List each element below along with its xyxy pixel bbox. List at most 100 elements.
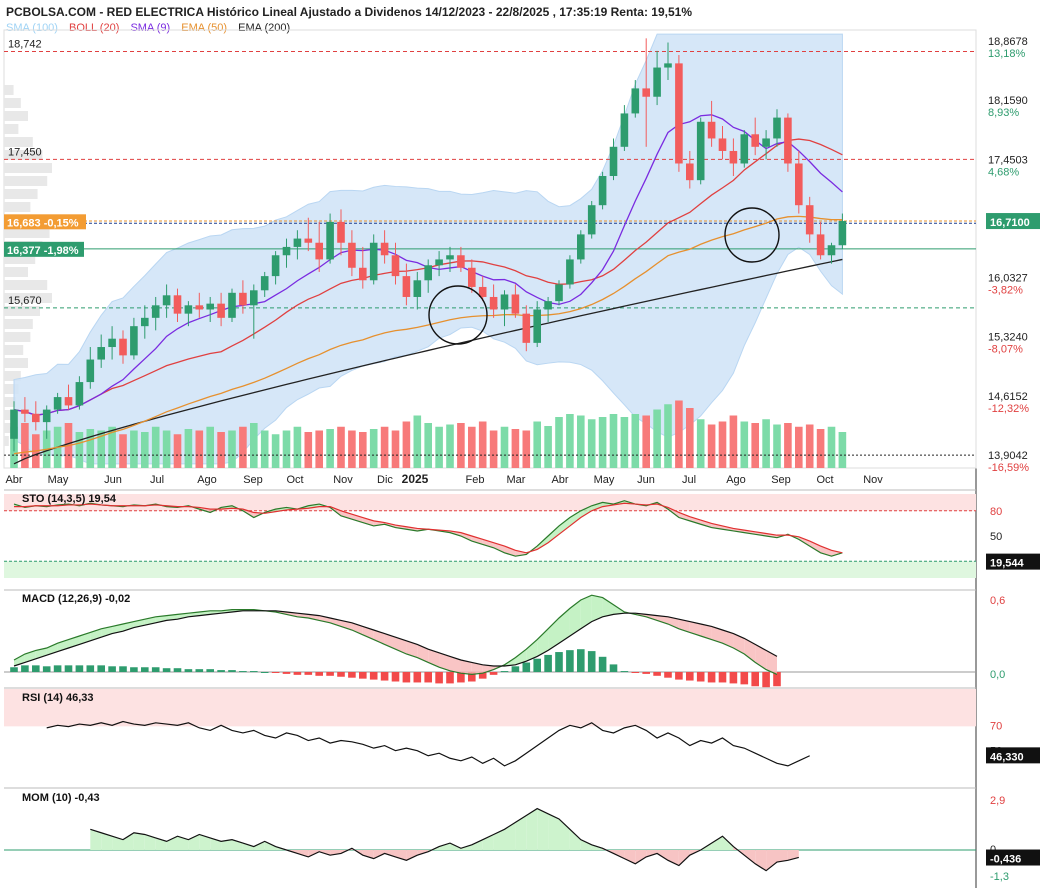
mom-fill (668, 850, 679, 866)
sto-fill (569, 510, 581, 526)
volume-bar (380, 426, 389, 468)
month-label: Oct (816, 474, 833, 486)
volume-profile-bar (4, 319, 33, 329)
candle-body (740, 134, 749, 164)
macd-histogram-bar (32, 665, 40, 672)
mom-fill (613, 850, 625, 859)
sto-oversold-zone (4, 561, 976, 578)
candle-body (696, 121, 705, 181)
legend-ema50[interactable]: EMA (50) (181, 22, 228, 34)
sto-fill (733, 528, 745, 533)
macd-histogram-bar (446, 672, 454, 684)
macd-histogram-bar (348, 672, 356, 678)
macd-histogram-bar (64, 665, 73, 672)
month-label: Ago (726, 474, 746, 486)
candle-body (119, 338, 127, 356)
candle-body (10, 409, 18, 439)
month-label: Mar (507, 474, 526, 486)
volume-bar (631, 414, 640, 468)
candle-body (250, 290, 258, 306)
mom-fill (559, 818, 570, 850)
volume-bar (282, 430, 291, 468)
axis-pct-label: 8,93% (988, 107, 1019, 119)
sto-fill (744, 530, 756, 535)
volume-profile-bar (4, 85, 14, 95)
candle-body (271, 255, 280, 277)
sto-fill (406, 526, 418, 531)
sto-fill (351, 514, 363, 523)
candle-body (664, 63, 672, 68)
mom-fill (221, 839, 232, 850)
volume-profile-bar (4, 124, 19, 134)
macd-fill (548, 618, 559, 651)
macd-histogram-bar (239, 671, 247, 673)
volume-bar (228, 430, 236, 468)
month-label: Abr (551, 474, 568, 486)
macd-histogram-bar (718, 672, 727, 683)
volume-bar (500, 426, 509, 468)
sto-fill (504, 546, 516, 557)
volume-bar (119, 434, 127, 468)
macd-fill (559, 608, 570, 644)
macd-fill (602, 597, 614, 617)
mom-fill (548, 813, 559, 850)
sto-fill (678, 512, 690, 521)
mom-fill (199, 834, 211, 850)
legend-sma9[interactable]: SMA (9) (130, 22, 171, 34)
month-label: Ago (197, 474, 217, 486)
volume-bar (544, 426, 552, 468)
volume-profile-bar (4, 384, 19, 394)
ema50-line (13, 215, 843, 455)
volume-bar (348, 430, 356, 468)
volume-profile-bar (4, 397, 16, 407)
macd-fill (689, 621, 701, 636)
volume-bar (446, 424, 454, 468)
macd-histogram-bar (653, 672, 661, 676)
candle-body (609, 146, 618, 176)
candle-body (784, 117, 792, 164)
candle-body (598, 176, 607, 206)
candle-body (348, 242, 356, 268)
volume-bar (337, 426, 345, 468)
mom-fill (635, 850, 647, 864)
price-level-label: 17,450 (8, 146, 42, 158)
candle-body (228, 292, 236, 318)
axis-price-label: 18,8678 (988, 36, 1028, 48)
macd-histogram-bar (468, 672, 476, 682)
candle-body (653, 67, 661, 97)
volume-bar (21, 423, 29, 468)
mom-fill (722, 836, 734, 850)
volume-bar (151, 426, 160, 468)
candle-body (359, 267, 367, 281)
month-label: Sep (243, 474, 263, 486)
mom-fill (580, 839, 592, 850)
macd-label: MACD (12,26,9) -0,02 (22, 593, 130, 605)
mom-axis-bottom: -1,3 (990, 871, 1009, 883)
volume-bar (391, 430, 400, 468)
volume-bar (686, 408, 694, 468)
mom-axis-top: 2,9 (990, 795, 1005, 807)
axis-pct-label: -16,59% (988, 462, 1029, 474)
volume-bar (773, 424, 781, 468)
volume-bar (424, 423, 432, 468)
legend-boll20[interactable]: BOLL (20) (69, 22, 120, 34)
candle-body (184, 305, 193, 314)
axis-pct-label: -12,32% (988, 403, 1029, 415)
legend-sma100[interactable]: SMA (100) (6, 22, 58, 34)
legend-ema200[interactable]: EMA (200) (238, 22, 291, 34)
volume-bar (162, 430, 171, 468)
volume-bar (489, 430, 498, 468)
indicator-legend: SMA (100) BOLL (20) SMA (9) EMA (50) EMA… (6, 22, 298, 34)
candle-body (162, 295, 171, 306)
sto-fill (308, 504, 320, 509)
candle-body (108, 338, 116, 348)
macd-histogram-bar (533, 658, 541, 672)
volume-bar (141, 432, 149, 468)
candle-body (675, 63, 683, 164)
macd-fill (406, 640, 418, 658)
volume-bar (827, 426, 836, 468)
macd-histogram-bar (21, 665, 29, 672)
volume-bar (315, 430, 323, 468)
